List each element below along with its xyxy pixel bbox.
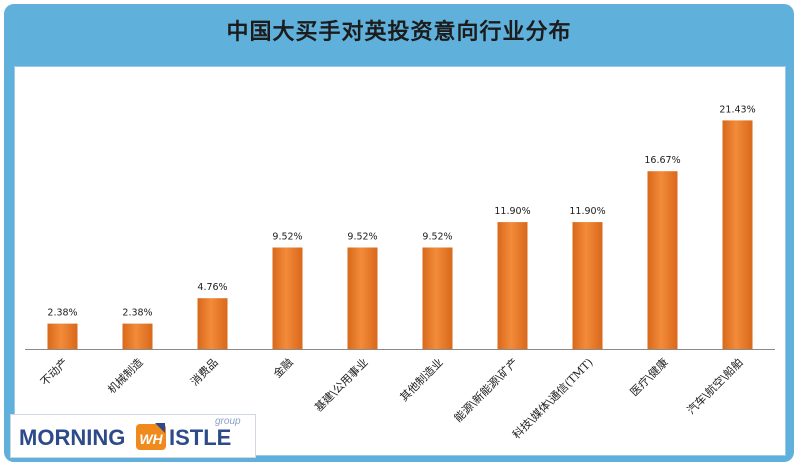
x-tick-label: 基建\公用事业 — [311, 355, 370, 414]
morning-whistle-logo: MORNING WH ISTLE group — [10, 414, 256, 458]
bar — [497, 222, 528, 349]
bar — [572, 222, 603, 349]
data-label: 21.43% — [719, 104, 755, 115]
data-label: 11.90% — [569, 206, 605, 217]
logo-word-morning: MORNING — [19, 425, 126, 450]
plot-area: 2.38% 不动产 2.38% 机械制造 4.76% 消费品 9.52% 金融 9.52% 基建\… — [14, 66, 786, 456]
bar — [647, 171, 678, 349]
x-tick-label: 医疗\健康 — [627, 355, 671, 399]
x-tick-label: 其他制造业 — [397, 355, 446, 404]
chart-frame: 中国大买手对英投资意向行业分布 2.38% 不动产 2.38% 机械制造 4.76% 消费… — [4, 4, 794, 462]
bar — [197, 298, 228, 349]
bar — [347, 247, 378, 349]
logo-wh-mark-icon: WH — [136, 423, 166, 450]
data-label: 2.38% — [47, 308, 77, 319]
chart-title: 中国大买手对英投资意向行业分布 — [226, 20, 572, 45]
data-label: 16.67% — [644, 155, 680, 166]
data-label: 2.38% — [122, 308, 152, 319]
data-label: 11.90% — [494, 206, 530, 217]
bar-chart: 2.38% 不动产 2.38% 机械制造 4.76% 消费品 9.52% 金融 9.52% 基建\… — [25, 104, 775, 441]
logo-group-tag: group — [215, 416, 241, 427]
x-tick-label: 机械制造 — [105, 355, 146, 396]
bar — [47, 323, 78, 349]
bar — [122, 323, 153, 349]
data-label: 9.52% — [422, 232, 452, 243]
logo-word-istle: ISTLE — [169, 425, 232, 450]
x-tick-label: 不动产 — [37, 355, 70, 388]
x-tick-label: 金融 — [270, 355, 295, 380]
data-label: 4.76% — [197, 282, 227, 293]
data-label: 9.52% — [347, 232, 377, 243]
x-tick-label: 消费品 — [187, 355, 220, 388]
logo-mark-text: WH — [139, 431, 163, 447]
data-label: 9.52% — [272, 232, 302, 243]
bar — [722, 120, 753, 350]
bar — [272, 247, 303, 349]
x-tick-label: 汽车\航空\船舶 — [684, 355, 746, 417]
bar — [422, 247, 453, 349]
x-tick-label: 能源\新能源\矿产 — [451, 355, 521, 425]
x-tick-label: 科技\媒体\通信(TMT) — [509, 355, 595, 441]
